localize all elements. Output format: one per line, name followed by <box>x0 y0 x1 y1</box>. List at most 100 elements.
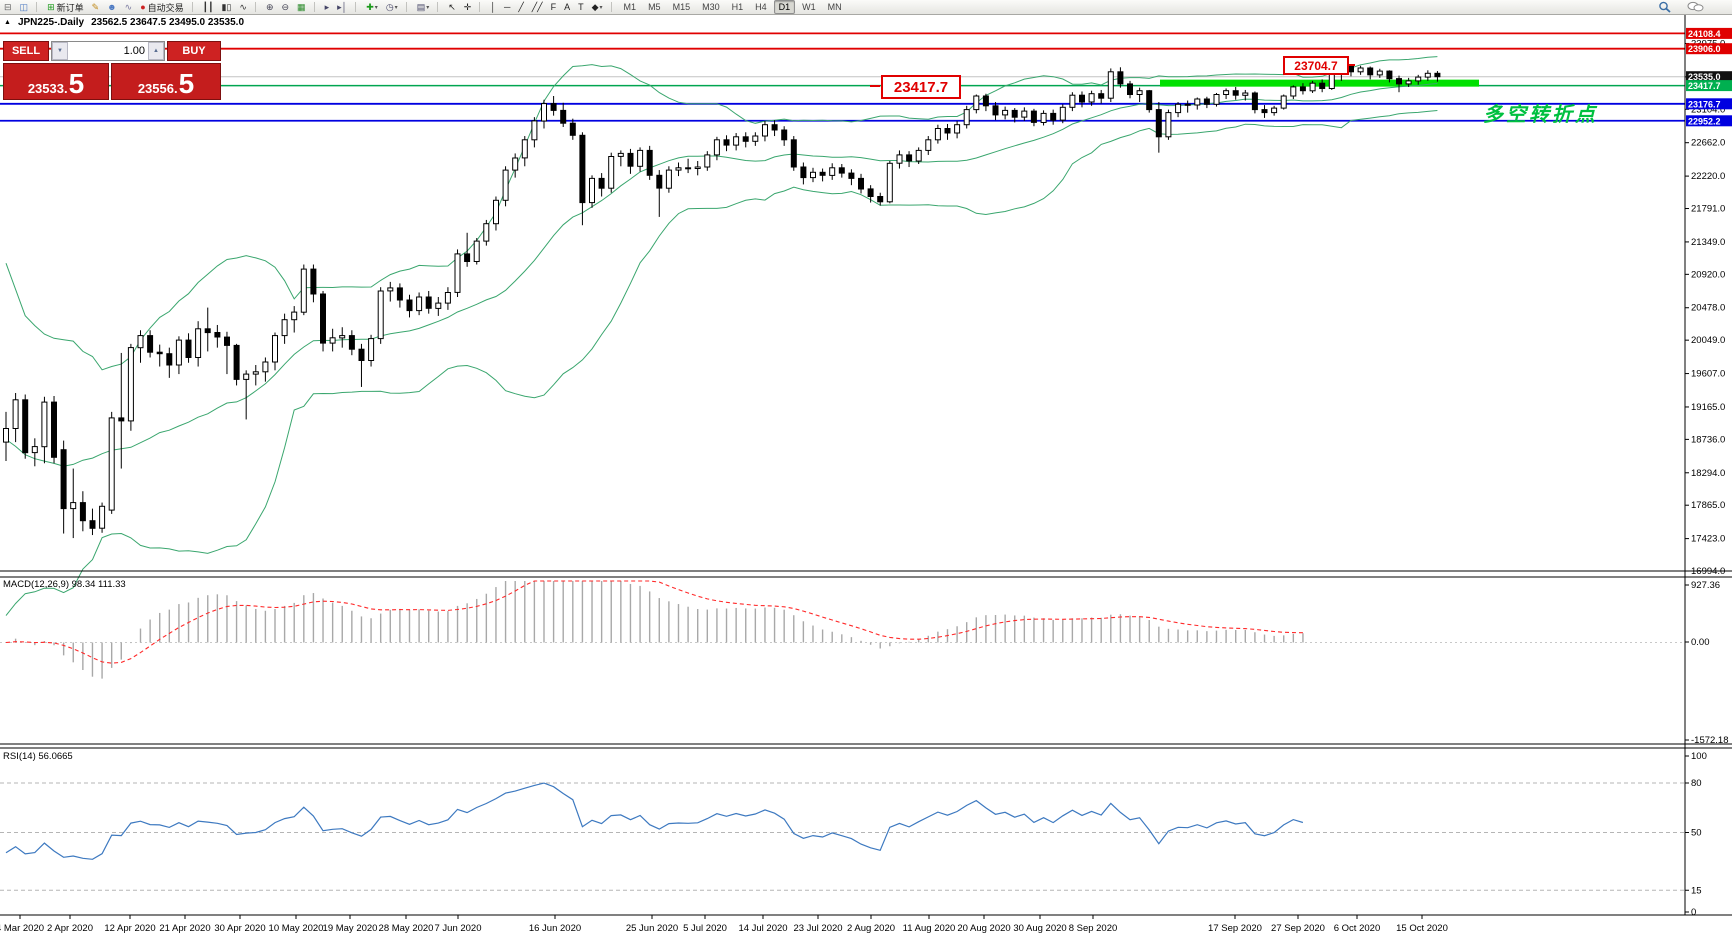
svg-text:25 Jun 2020: 25 Jun 2020 <box>626 923 678 934</box>
svg-text:24108.4: 24108.4 <box>1688 29 1721 39</box>
label-icon[interactable]: T <box>578 2 584 12</box>
new-order-button[interactable]: ⊞ 新订单 <box>47 2 84 13</box>
timeframe-M15[interactable]: M15 <box>672 2 691 12</box>
buy-button[interactable]: BUY <box>167 41 221 61</box>
price-annotation-23704[interactable]: 23704.7 <box>1283 56 1355 75</box>
svg-text:23535.0: 23535.0 <box>1688 72 1721 82</box>
chat-icon[interactable] <box>1687 1 1704 13</box>
price-annotation-23417[interactable]: 23417.7 <box>870 75 961 99</box>
svg-text:23417.7: 23417.7 <box>1688 81 1721 91</box>
svg-text:23104.0: 23104.0 <box>1691 104 1725 115</box>
svg-text:19 May 2020: 19 May 2020 <box>323 923 378 934</box>
indicators-button[interactable]: ✚ ▾ <box>366 2 378 12</box>
svg-text:17423.0: 17423.0 <box>1691 534 1725 545</box>
svg-text:100: 100 <box>1691 751 1707 762</box>
profile-icon[interactable]: ☻ <box>107 2 117 12</box>
timeframe-MN[interactable]: MN <box>827 2 842 12</box>
toolbar-separator <box>254 2 260 12</box>
svg-text:22662.0: 22662.0 <box>1691 138 1725 149</box>
volume-down-stepper[interactable]: ▼ <box>52 42 68 60</box>
macd-signal-line <box>5 580 1303 664</box>
horizontal-line-icon[interactable]: ─ <box>503 2 511 12</box>
timeframe-M5[interactable]: M5 <box>648 2 661 12</box>
toolbar-separator <box>355 2 360 12</box>
toolbar-separator <box>610 2 616 12</box>
turning-point-note[interactable]: 多空转折点 <box>1483 104 1598 126</box>
toolbar-separator <box>191 2 197 12</box>
symbol-arrow-icon: ▲ <box>4 18 11 26</box>
zoom-in-icon[interactable]: ⊕ <box>265 2 274 12</box>
timeframe-M1[interactable]: M1 <box>623 2 637 12</box>
timeframe-H1[interactable]: H1 <box>731 2 744 12</box>
svg-text:27 Sep 2020: 27 Sep 2020 <box>1271 923 1325 934</box>
svg-text:5 Jul 2020: 5 Jul 2020 <box>683 923 727 934</box>
bar-chart-icon[interactable]: ┃┃ <box>202 2 214 12</box>
trendline-icon[interactable]: ╱ <box>518 2 524 12</box>
crosshair-icon[interactable]: ✛ <box>463 2 472 12</box>
search-icon[interactable] <box>1658 1 1671 13</box>
svg-text:20920.0: 20920.0 <box>1691 269 1725 280</box>
svg-text:927.36: 927.36 <box>1691 580 1720 591</box>
templates-button[interactable]: ▤ ▾ <box>416 2 430 12</box>
sell-price-pip: 5 <box>68 68 85 100</box>
shapes-icon[interactable]: ◆ ▾ <box>591 2 603 12</box>
svg-text:6 Oct 2020: 6 Oct 2020 <box>1334 923 1380 934</box>
chart-shift-icon[interactable]: ▸│ <box>337 2 348 12</box>
signal-icon[interactable]: ∿ <box>124 2 133 12</box>
rsi-line <box>5 782 1304 860</box>
toolbar-separator <box>437 2 442 12</box>
timeframe-M30[interactable]: M30 <box>702 2 720 12</box>
auto-scroll-icon[interactable]: ▸ <box>324 2 330 12</box>
toolbar-separator <box>36 2 41 12</box>
styles-icon[interactable]: ✎ <box>91 2 100 12</box>
auto-trading-button[interactable]: ● 自动交易 <box>140 2 184 13</box>
svg-text:2 Apr 2020: 2 Apr 2020 <box>47 923 93 934</box>
svg-text:-1572.18: -1572.18 <box>1691 735 1729 746</box>
svg-text:23 Jul 2020: 23 Jul 2020 <box>793 923 842 934</box>
svg-text:21 Apr 2020: 21 Apr 2020 <box>159 923 210 934</box>
volume-input[interactable]: 1.00 <box>123 45 145 57</box>
svg-text:11 Aug 2020: 11 Aug 2020 <box>903 923 956 934</box>
macd-histogram <box>14 581 1304 679</box>
timeframe-D1[interactable]: D1 <box>773 0 796 14</box>
zoom-out-icon[interactable]: ⊖ <box>281 2 290 12</box>
bollinger-bands <box>5 56 1438 616</box>
rsi-indicator-label: RSI(14) 56.0665 <box>3 751 73 762</box>
fibonacci-icon[interactable]: F <box>550 2 557 12</box>
svg-text:16 Jun 2020: 16 Jun 2020 <box>529 923 581 934</box>
chart-window: 23975.023533.023104.022662.022220.021791… <box>0 14 1732 942</box>
candlestick-chart-icon[interactable]: ▮▯ <box>221 2 232 12</box>
svg-text:12 Apr 2020: 12 Apr 2020 <box>104 923 155 934</box>
chart-preview-icon[interactable]: ◫ <box>19 2 29 12</box>
tile-windows-icon[interactable]: ▦ <box>297 2 306 12</box>
svg-text:22952.2: 22952.2 <box>1688 116 1721 126</box>
sell-button[interactable]: SELL <box>3 41 49 61</box>
svg-text:0: 0 <box>1691 907 1696 918</box>
svg-text:30 Aug 2020: 30 Aug 2020 <box>1013 923 1066 934</box>
candlestick-series <box>3 63 1441 539</box>
text-icon[interactable]: A <box>564 2 571 12</box>
timeframe-W1[interactable]: W1 <box>802 2 816 12</box>
cursor-icon[interactable]: ↖ <box>448 2 456 12</box>
volume-up-stepper[interactable]: ▲ <box>148 42 164 60</box>
svg-text:10 May 2020: 10 May 2020 <box>269 923 324 934</box>
macd-indicator-label: MACD(12,26,9) 98.34 111.33 <box>3 579 126 590</box>
svg-text:15 Oct 2020: 15 Oct 2020 <box>1396 923 1448 934</box>
svg-text:8 Sep 2020: 8 Sep 2020 <box>1069 923 1118 934</box>
toolbar-buttons: ⊟ ◫ ⊞ 新订单 ✎ ☻ ∿ ● 自动交易 ┃┃ ▮▯ ∿ ⊕ ⊖ ▦ ▸ ▸│ ✚ ▾ ◷ ▾ ▤ ▾ ↖ ✛ │ ─ ╱ ╱╱ F A… <box>0 0 848 14</box>
svg-text:20 Aug 2020: 20 Aug 2020 <box>957 923 1010 934</box>
svg-text:16994.0: 16994.0 <box>1691 566 1725 577</box>
vertical-line-icon[interactable]: │ <box>490 2 496 12</box>
main-chart[interactable]: 23975.023533.023104.022662.022220.021791… <box>0 14 1732 942</box>
toolbar: ⊟ ◫ ⊞ 新订单 ✎ ☻ ∿ ● 自动交易 ┃┃ ▮▯ ∿ ⊕ ⊖ ▦ ▸ ▸│ ✚ ▾ ◷ ▾ ▤ ▾ ↖ ✛ │ ─ ╱ ╱╱ F A… <box>0 0 1732 15</box>
line-chart-icon[interactable]: ∿ <box>239 2 247 12</box>
buy-price[interactable]: 23556. 5 <box>111 63 221 100</box>
svg-text:28 May 2020: 28 May 2020 <box>379 923 434 934</box>
channel-icon[interactable]: ╱╱ <box>531 2 543 12</box>
timeframe-H4[interactable]: H4 <box>755 2 767 12</box>
sell-price[interactable]: 23533. 5 <box>3 63 109 100</box>
one-click-trade-panel: SELL ▼ 1.00 ▲ BUY 23533. 5 23556. 5 <box>3 41 221 100</box>
svg-text:0.00: 0.00 <box>1691 637 1710 648</box>
period-button[interactable]: ◷ ▾ <box>385 2 398 12</box>
window-icon[interactable]: ⊟ <box>4 2 12 12</box>
